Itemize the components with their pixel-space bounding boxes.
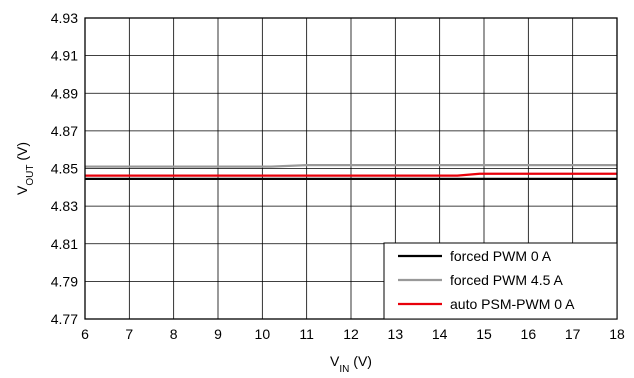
y-tick-label: 4.87: [51, 123, 78, 139]
legend-label: forced PWM 0 A: [450, 248, 552, 264]
series-line-3: [85, 172, 617, 177]
x-tick-label: 9: [214, 326, 222, 342]
y-axis-label: VOUT (V): [14, 142, 36, 195]
y-tick-label: 4.89: [51, 85, 78, 101]
x-tick-label: 12: [343, 326, 359, 342]
legend: forced PWM 0 A forced PWM 4.5 A auto PSM-P…: [383, 242, 618, 320]
x-tick-label: 7: [125, 326, 133, 342]
y-tick-labels: 4.77 4.79 4.81 4.83 4.85 4.87 4.89 4.91 4.93: [51, 10, 78, 327]
y-tick-label: 4.77: [51, 311, 78, 327]
x-axis-label: VIN (V): [330, 353, 372, 373]
x-tick-label: 8: [170, 326, 178, 342]
series-line-2: [85, 164, 617, 168]
series-lines: [85, 164, 617, 180]
x-tick-label: 10: [255, 326, 271, 342]
x-tick-label: 11: [299, 326, 314, 342]
x-tick-label: 13: [388, 326, 404, 342]
x-tick-label: 18: [609, 326, 625, 342]
plot-frame: [84, 17, 618, 320]
y-tick-label: 4.79: [51, 273, 78, 289]
x-tick-label: 14: [432, 326, 448, 342]
y-tick-label: 4.93: [51, 10, 78, 26]
x-tick-label: 16: [521, 326, 537, 342]
x-tick-label: 17: [565, 326, 581, 342]
y-tick-label: 4.85: [51, 161, 78, 177]
y-tick-label: 4.91: [51, 48, 78, 64]
x-tick-label: 15: [476, 326, 492, 342]
legend-label: forced PWM 4.5 A: [450, 272, 563, 288]
y-tick-label: 4.81: [51, 236, 78, 252]
x-tick-label: 6: [81, 326, 89, 342]
x-tick-labels: 6 7 8 9 10 11 12 13 14 15 16 17 18: [81, 326, 625, 342]
y-tick-label: 4.83: [51, 198, 78, 214]
legend-label: auto PSM-PWM 0 A: [450, 296, 575, 312]
